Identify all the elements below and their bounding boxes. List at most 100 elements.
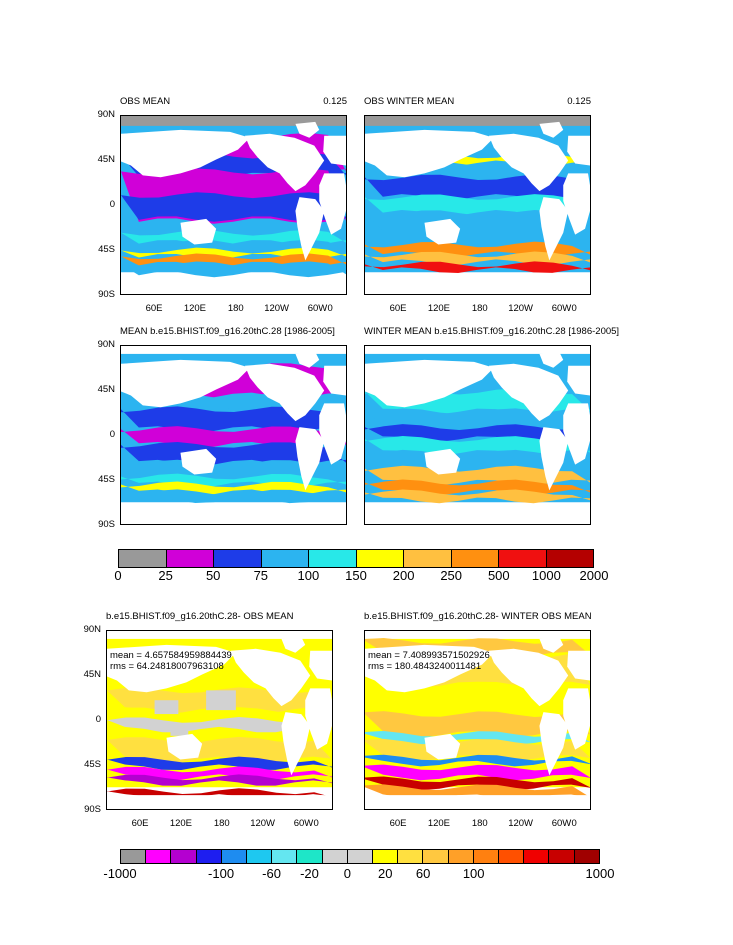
lon-tick-label: 60E: [145, 303, 163, 314]
panel-title: b.e15.BHIST.f09_g16.20thC.28- OBS MEAN: [106, 611, 294, 622]
lat-tick-label: 0: [95, 714, 101, 725]
colorbar-label: 250: [440, 568, 463, 583]
lat-tick-label: 0: [109, 199, 115, 210]
lat-tick-label: 90S: [84, 804, 101, 815]
lon-tick-label: 0: [571, 818, 577, 829]
colorbar-swatch: [499, 550, 547, 567]
colorbar-swatch: [356, 550, 404, 567]
colorbar-swatch: [247, 850, 273, 863]
colorbar-label: -100: [208, 866, 235, 881]
map-model-mean: [120, 345, 347, 525]
lon-tick-label: 60W: [293, 818, 314, 829]
lon-tick-label: 0: [571, 303, 577, 314]
colorbar-swatch: [322, 850, 348, 863]
colorbar-swatch: [309, 550, 357, 567]
colorbar-top: [118, 549, 594, 568]
colorbar-swatch: [524, 850, 550, 863]
colorbar-label: 20: [378, 866, 393, 881]
colorbar-label: 60: [415, 866, 431, 881]
panel-title: WINTER MEAN b.e15.BHIST.f09_g16.20thC.28…: [364, 326, 620, 337]
lat-tick-label: 90S: [98, 519, 115, 530]
colorbar-swatch: [214, 550, 262, 567]
lat-tick-label: 45N: [97, 154, 115, 165]
colorbar-label: 1000: [585, 866, 615, 881]
lon-tick-label: 60W: [551, 818, 572, 829]
colorbar-swatch: [272, 850, 298, 863]
panel-stats: mean = 4.657584959884439 rms = 64.2481800…: [110, 650, 232, 672]
lon-tick-label: 0: [327, 303, 333, 314]
lon-tick-label: 60E: [389, 818, 407, 829]
lon-tick-label: 180: [213, 818, 230, 829]
lat-tick-label: 90N: [97, 339, 115, 350]
panel-title: OBS MEAN: [120, 96, 171, 107]
colorbar-swatch: [549, 850, 575, 863]
panel-contour-interval: 0.125: [567, 96, 591, 107]
colorbar-swatch: [448, 850, 474, 863]
colorbar-label: 75: [253, 568, 269, 583]
colorbar-label: -1000: [103, 866, 137, 881]
lon-tick-label: 120W: [264, 303, 290, 314]
colorbar-label: 2000: [579, 568, 609, 583]
colorbar-swatch: [546, 550, 593, 567]
lon-tick-label: 60W: [307, 303, 328, 314]
map-diff-mean: [106, 630, 333, 810]
lon-tick-label: 180: [227, 303, 244, 314]
colorbar-swatch: [261, 550, 309, 567]
lon-tick-label: 120E: [427, 303, 450, 314]
colorbar-swatch: [166, 550, 214, 567]
colorbar-label: 200: [392, 568, 415, 583]
map-model-winter: [364, 345, 591, 525]
lat-tick-label: 90S: [98, 289, 115, 300]
colorbar-swatch: [473, 850, 500, 863]
colorbar-label: 0: [343, 866, 351, 881]
colorbar-swatch: [146, 850, 172, 863]
lat-tick-label: 45S: [98, 474, 115, 485]
colorbar-swatch: [423, 850, 449, 863]
panel-contour-interval: 0.125: [323, 96, 347, 107]
map-obs-winter: [364, 115, 591, 295]
lat-tick-label: 90N: [83, 624, 101, 635]
lon-tick-label: 120W: [250, 818, 276, 829]
colorbar-swatch: [451, 550, 499, 567]
lon-tick-label: 120W: [508, 818, 534, 829]
colorbar-label: 1000: [531, 568, 561, 583]
rms-stat: rms = 64.24818007963108: [110, 661, 224, 672]
mean-stat: mean = 7.408993571502926: [368, 650, 490, 661]
colorbar-swatch: [119, 550, 167, 567]
lat-tick-label: 45S: [84, 759, 101, 770]
colorbar-label: 100: [297, 568, 320, 583]
colorbar-swatch: [373, 850, 399, 863]
lon-tick-label: 120E: [169, 818, 192, 829]
colorbar-swatch: [398, 850, 424, 863]
colorbar-swatch: [404, 550, 452, 567]
lat-tick-label: 45N: [97, 384, 115, 395]
colorbar-label: 100: [462, 866, 485, 881]
lon-tick-label: 120E: [183, 303, 206, 314]
lat-tick-label: 0: [109, 429, 115, 440]
panel-title: b.e15.BHIST.f09_g16.20thC.28- WINTER OBS…: [364, 611, 592, 622]
mean-stat: mean = 4.657584959884439: [110, 650, 232, 661]
lon-tick-label: 0: [313, 818, 319, 829]
lon-tick-label: 120E: [427, 818, 450, 829]
colorbar-swatch: [121, 850, 147, 863]
colorbar-bottom: [120, 849, 600, 864]
lat-tick-label: 45S: [98, 244, 115, 255]
colorbar-label: 25: [158, 568, 173, 583]
lon-tick-label: 180: [471, 818, 488, 829]
lon-tick-label: 60E: [389, 303, 407, 314]
colorbar-label: 150: [345, 568, 367, 583]
colorbar-swatch: [499, 850, 525, 863]
colorbar-label: -60: [262, 866, 281, 881]
lat-tick-label: 45N: [83, 669, 101, 680]
map-diff-winter: [364, 630, 591, 810]
colorbar-label: -20: [300, 866, 319, 881]
lon-tick-label: 60E: [131, 818, 149, 829]
colorbar-swatch: [297, 850, 323, 863]
colorbar-label: 50: [205, 568, 221, 583]
colorbar-label: 500: [487, 568, 510, 583]
colorbar-label: 0: [114, 568, 122, 583]
colorbar-swatch: [196, 850, 222, 863]
colorbar-swatch: [221, 850, 248, 863]
panel-stats: mean = 7.408993571502926 rms = 180.484324…: [368, 650, 490, 672]
map-obs-mean: [120, 115, 347, 295]
